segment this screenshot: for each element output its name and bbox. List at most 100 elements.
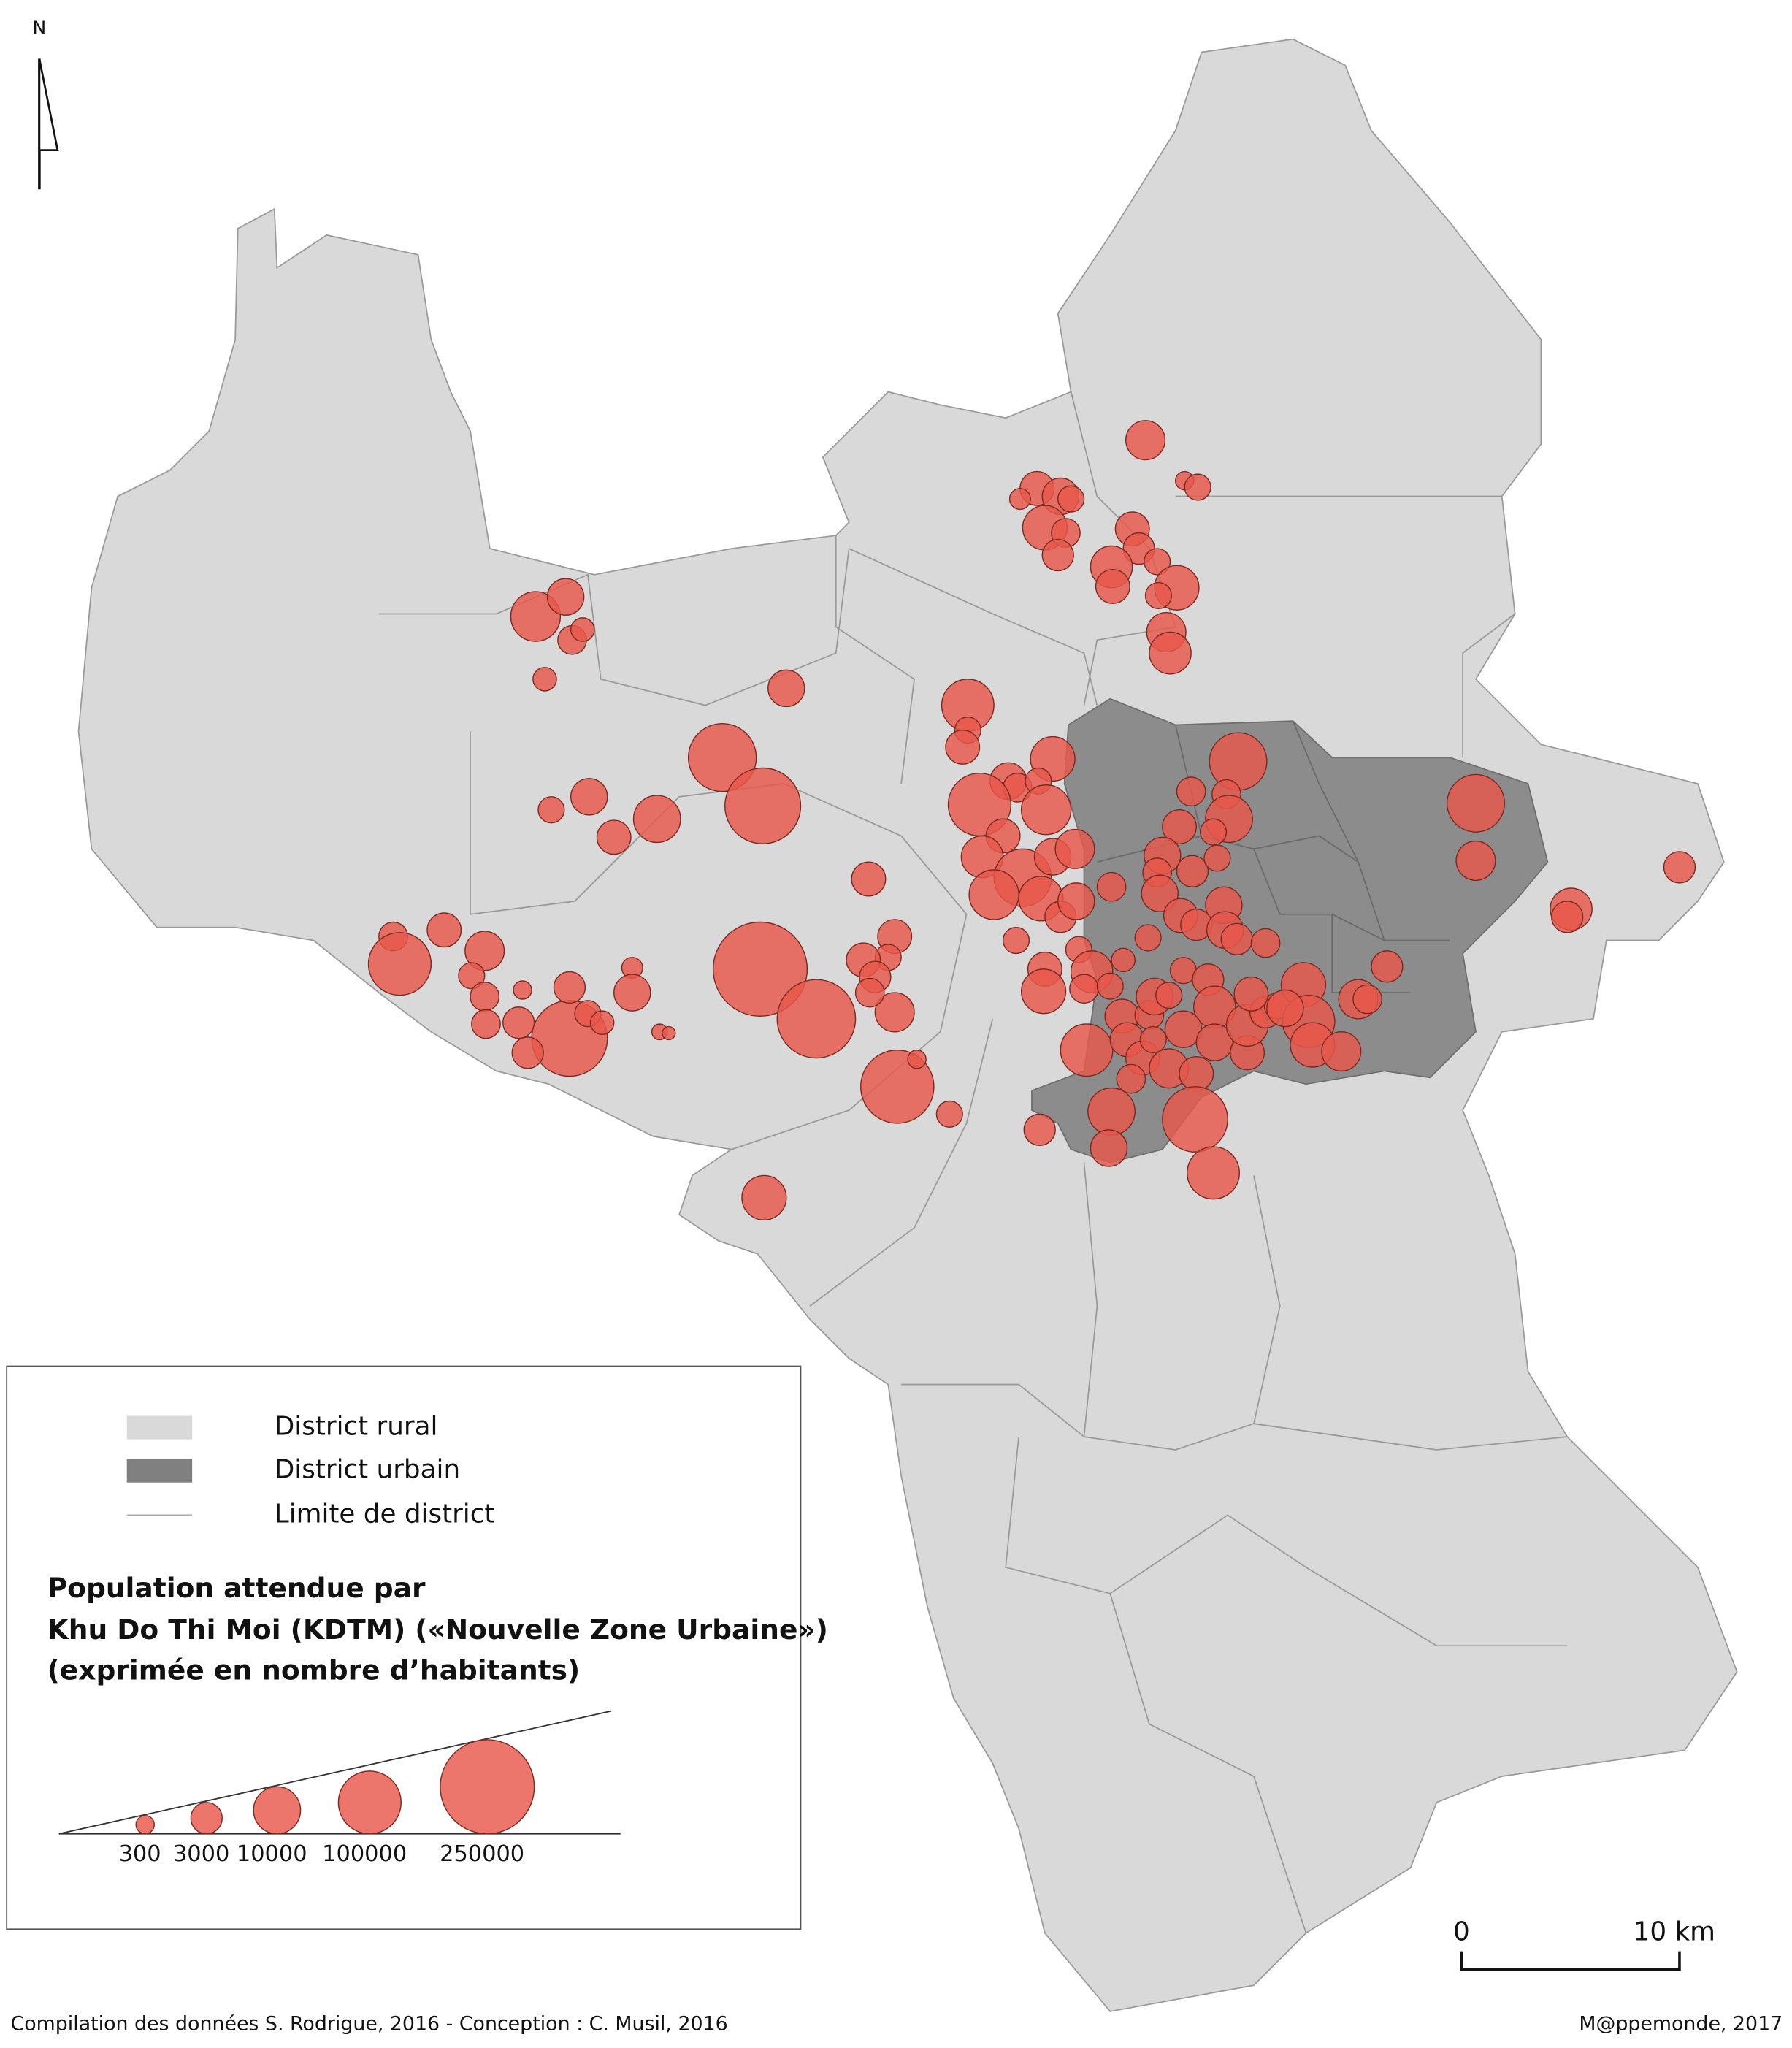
scale-end: 10 km [1634, 1917, 1715, 1947]
kdtm-bubble [1184, 473, 1211, 501]
kdtm-bubble [589, 1010, 615, 1036]
kdtm-bubble [712, 921, 808, 1017]
district-boundary [901, 1383, 1085, 1437]
kdtm-bubble [367, 932, 432, 996]
legend-item: District urbain [275, 1455, 460, 1485]
kdtm-bubble [1057, 485, 1085, 513]
kdtm-bubble [1162, 809, 1198, 844]
district-boundary [1083, 1162, 1568, 1451]
kdtm-bubble [1149, 631, 1192, 675]
kdtm-bubble [1155, 982, 1183, 1009]
kdtm-bubble [1220, 922, 1253, 955]
size-legend-label: 250000 [440, 1841, 524, 1867]
size-legend-label: 3000 [173, 1841, 229, 1867]
kdtm-bubble [1321, 1031, 1362, 1072]
kdtm-bubble [1116, 1063, 1146, 1094]
kdtm-bubble [532, 667, 557, 692]
kdtm-bubble [546, 578, 585, 616]
kdtm-bubble [570, 778, 608, 816]
kdtm-bubble [1002, 926, 1030, 955]
legend-item: Limite de district [275, 1499, 495, 1529]
kdtm-bubble [1179, 1055, 1214, 1091]
district-boundary [809, 1018, 994, 1307]
kdtm-bubble [1195, 1023, 1234, 1061]
kdtm-bubble [464, 931, 505, 971]
kdtm-bubble [1134, 924, 1162, 952]
size-legend-circle [253, 1786, 302, 1835]
district-boundary [835, 535, 915, 784]
kdtm-bubble [1144, 581, 1173, 610]
kdtm-bubble [1176, 855, 1209, 887]
size-legend-label: 10000 [237, 1841, 307, 1867]
kdtm-bubble [1233, 976, 1269, 1012]
kdtm-bubble [1663, 851, 1696, 884]
kdtm-bubble [1176, 776, 1206, 807]
kdtm-bubble [613, 974, 651, 1012]
kdtm-bubble [1125, 420, 1166, 461]
kdtm-bubble [553, 971, 586, 1004]
kdtm-bubble [1209, 732, 1268, 791]
kdtm-bubble [1139, 1025, 1167, 1054]
kdtm-bubble [470, 982, 500, 1012]
kdtm-bubble [471, 1009, 501, 1039]
north-label: N [33, 17, 47, 38]
kdtm-bubble [1054, 828, 1095, 869]
kdtm-bubble [851, 861, 887, 897]
kdtm-bubble [511, 1036, 544, 1069]
kdtm-bubble [513, 980, 532, 1000]
north-arrow-head [38, 58, 59, 151]
kdtm-bubble [632, 795, 681, 844]
legend-title: Population attendue par [47, 1572, 426, 1604]
size-legend-circle [190, 1802, 223, 1835]
credits-right: M@ppemonde, 2017 [1579, 2012, 1783, 2035]
legend-title: (exprimée en nombre d’habitants) [47, 1654, 581, 1686]
size-legend-circle [135, 1814, 155, 1835]
kdtm-bubble [767, 669, 805, 708]
kdtm-bubble [907, 1050, 927, 1069]
kdtm-bubble [1069, 974, 1099, 1004]
district-boundary [378, 548, 850, 706]
size-legend: 300 3000 10000 100000 250000 [119, 1739, 535, 1867]
legend-swatch-rural [126, 1415, 193, 1440]
kdtm-bubble [502, 1006, 535, 1039]
kdtm-bubble [854, 977, 885, 1008]
kdtm-bubble [1090, 1129, 1128, 1167]
size-legend-label: 100000 [322, 1841, 407, 1867]
kdtm-bubble [1020, 968, 1067, 1015]
kdtm-bubble [1187, 1146, 1241, 1200]
scale-start: 0 [1453, 1917, 1470, 1947]
kdtm-bubble [874, 992, 915, 1033]
scale-bar [1460, 1951, 1681, 1971]
kdtm-bubble [1020, 784, 1072, 836]
kdtm-bubble [1266, 989, 1304, 1028]
urban-boundary [1253, 849, 1385, 941]
kdtm-bubble [1008, 488, 1031, 511]
urban-boundary [1292, 720, 1359, 863]
kdtm-bubble [687, 722, 757, 792]
kdtm-bubble [596, 819, 632, 855]
kdtm-bubble [662, 1025, 676, 1041]
kdtm-bubble [724, 767, 802, 844]
kdtm-bubble [1096, 972, 1124, 1000]
legend-title: Khu Do Thi Moi (KDTM) («Nouvelle Zone Ur… [47, 1613, 828, 1646]
kdtm-bubble [1041, 538, 1074, 572]
size-legend-slope [58, 1710, 612, 1835]
district-boundary [1005, 1437, 1568, 1647]
kdtm-bubble [776, 979, 857, 1059]
kdtm-bubble [458, 962, 486, 990]
district-boundary [1253, 1175, 1281, 1424]
kdtm-bubble [570, 617, 595, 642]
kdtm-bubbles [367, 420, 1696, 1220]
size-legend-circle [440, 1739, 535, 1835]
district-boundaries [378, 391, 1568, 1933]
kdtm-bubble [1095, 568, 1130, 604]
kdtm-bubble [1455, 840, 1496, 882]
kdtm-bubble [935, 1100, 963, 1128]
kdtm-bubble [1162, 1086, 1228, 1153]
district-boundary [1462, 613, 1516, 758]
size-legend-circle [337, 1770, 402, 1835]
kdtm-bubble [537, 796, 565, 824]
kdtm-bubble [1550, 901, 1584, 933]
